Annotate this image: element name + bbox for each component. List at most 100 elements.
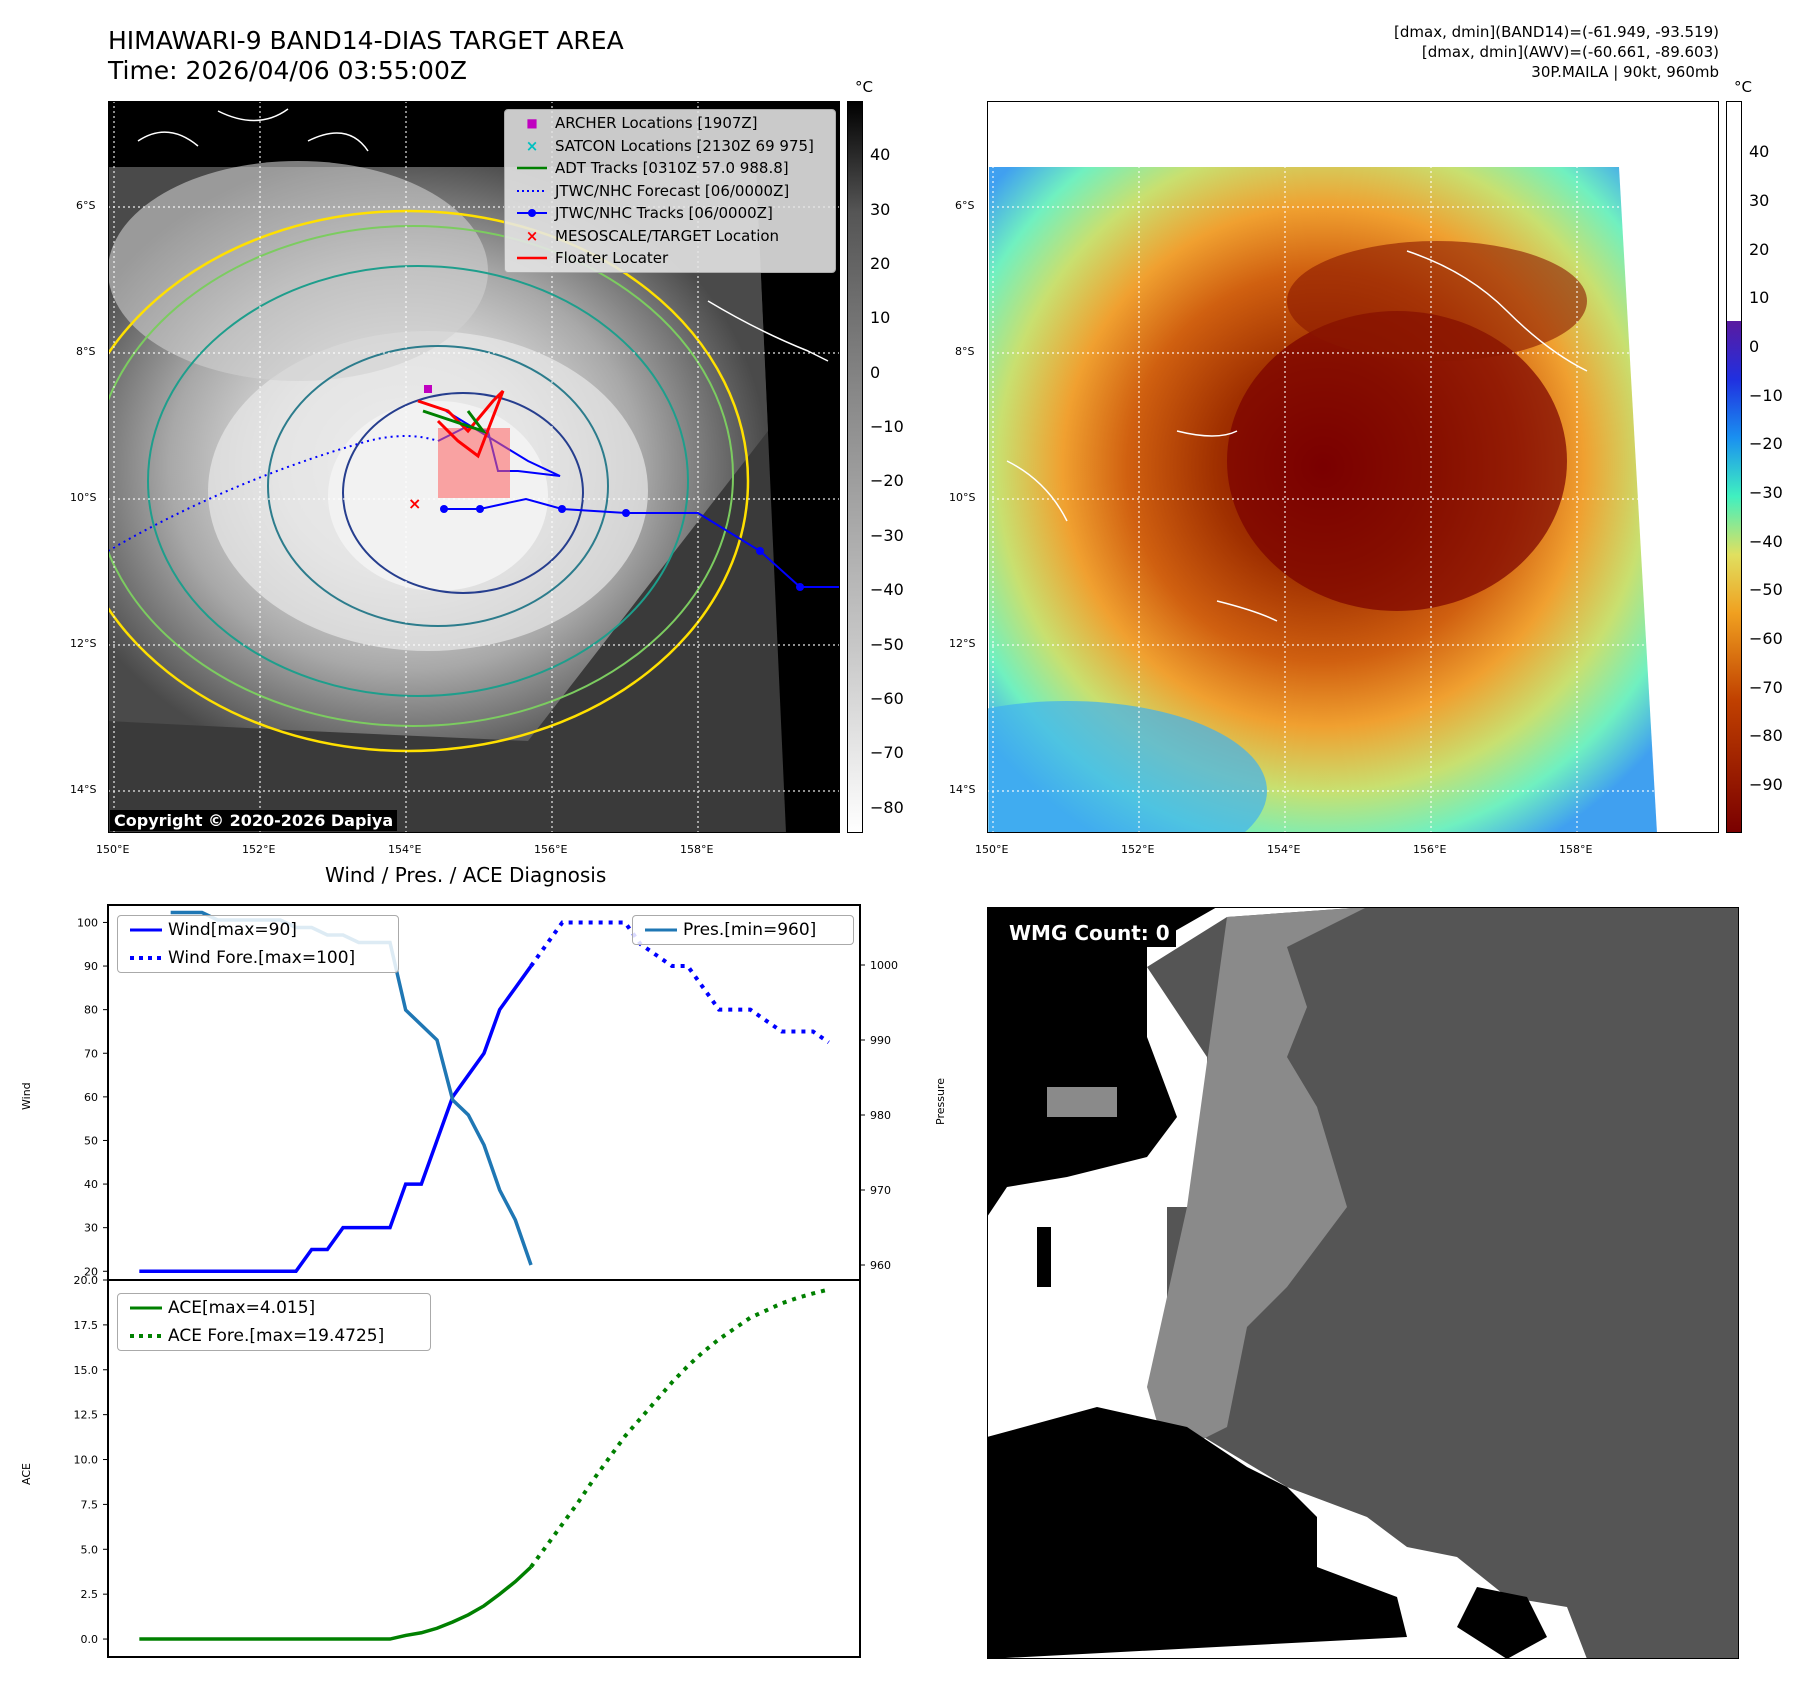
wind-axis-label: Wind: [20, 1082, 33, 1110]
legend-item-ace: ACE[max=4.015]: [118, 1294, 430, 1322]
legend-item-satcon: × SATCON Locations [2130Z 69 975]: [505, 135, 835, 158]
lon-label: 154°E: [388, 843, 422, 856]
pressure-tick-label: 990: [870, 1034, 891, 1047]
wind-tick-label: 100: [77, 916, 98, 929]
line-icon: [517, 256, 547, 260]
legend-item-floater: Floater Locater: [505, 247, 835, 270]
colorbar-tick: −30: [1749, 483, 1783, 502]
lat-label: 14°S: [949, 783, 976, 796]
diagnosis-svg: 20 30 40 50 60 70 80 90 100 960 970 980 990 1000 0.0 2.…: [74, 904, 898, 1658]
lat-label: 10°S: [70, 491, 97, 504]
ace-tick-label: 5.0: [81, 1543, 99, 1556]
wind-tick-label: 50: [84, 1134, 98, 1147]
info-awv-range: [dmax, dmin](AWV)=(-60.661, -89.603): [1421, 43, 1719, 61]
lat-label: 10°S: [949, 491, 976, 504]
svg-text:×: ×: [408, 494, 421, 513]
colorbar-tick: 40: [1749, 142, 1770, 161]
figure-title: HIMAWARI-9 BAND14-DIAS TARGET AREA Time:…: [108, 26, 624, 86]
colorbar-tick: −80: [870, 798, 904, 817]
ace-tick-label: 7.5: [81, 1498, 99, 1511]
colorbar-unit: °C: [1734, 78, 1752, 96]
line-icon: [130, 1306, 162, 1310]
ace-tick-label: 17.5: [74, 1319, 99, 1332]
wind-tick-label: 20: [84, 1265, 98, 1278]
wmg-panel: WMG Count: 0: [987, 907, 1739, 1659]
lon-label: 158°E: [680, 843, 714, 856]
lon-label: 152°E: [242, 843, 276, 856]
ace-series-line-1: [529, 1287, 830, 1569]
lat-label: 12°S: [70, 637, 97, 650]
map-legend: ■ ARCHER Locations [1907Z] × SATCON Locati…: [504, 109, 836, 273]
colorbar-tick: −70: [870, 743, 904, 762]
ace-series-line-0: [139, 1565, 533, 1641]
dotted-line-icon: [517, 189, 547, 192]
pressure-tick-label: 960: [870, 1259, 891, 1272]
dotted-line-icon: [130, 956, 162, 960]
lat-label: 6°S: [955, 199, 975, 212]
ace-tick-label: 0.0: [81, 1633, 99, 1646]
colorbar-tick: 0: [1749, 337, 1760, 356]
colorbar-tick: −50: [1749, 580, 1783, 599]
storm-info: [dmax, dmin](BAND14)=(-61.949, -93.519) …: [1394, 22, 1719, 82]
legend-item-wind-forecast: Wind Fore.[max=100]: [118, 944, 398, 972]
colorbar-tick: −90: [1749, 775, 1783, 794]
colorbar-tick: 10: [1749, 288, 1770, 307]
pressure-tick-label: 980: [870, 1109, 891, 1122]
line-icon: [130, 928, 162, 932]
colorbar-tick: −40: [870, 580, 904, 599]
diagnosis-charts: 20 30 40 50 60 70 80 90 100 960 970 980 990 1000 0.0 2.…: [0, 890, 960, 1690]
ace-tick-label: 2.5: [81, 1588, 99, 1601]
awv-map: [867, 101, 1719, 881]
colorbar-tick: −30: [870, 526, 904, 545]
line-icon: [645, 928, 677, 932]
pressure-tick-label: 970: [870, 1184, 891, 1197]
lat-label: 6°S: [76, 199, 96, 212]
lon-label: 156°E: [534, 843, 568, 856]
ace-tick-label: 15.0: [74, 1364, 99, 1377]
diagnosis-title: Wind / Pres. / ACE Diagnosis: [325, 863, 607, 887]
grayscale-colorbar: [847, 101, 863, 833]
ace-tick-label: 10.0: [74, 1454, 99, 1467]
lon-label: 150°E: [975, 843, 1009, 856]
lat-label: 14°S: [70, 783, 97, 796]
legend-item-adt: ADT Tracks [0310Z 57.0 988.8]: [505, 157, 835, 180]
colorbar-tick: 10: [870, 308, 891, 327]
colorbar-tick: 30: [1749, 191, 1770, 210]
pressure-legend: Pres.[min=960]: [632, 915, 854, 945]
awv-colorbar: [1726, 101, 1742, 833]
wind-tick-label: 90: [84, 960, 98, 973]
legend-item-jtwc-tracks: JTWC/NHC Tracks [06/0000Z]: [505, 202, 835, 225]
colorbar-tick: −20: [870, 471, 904, 490]
info-storm-summary: 30P.MAILA | 90kt, 960mb: [1531, 63, 1719, 81]
lon-label: 150°E: [96, 843, 130, 856]
line-dot-icon: [517, 209, 547, 217]
colorbar-tick: −50: [870, 635, 904, 654]
legend-item-pressure: Pres.[min=960]: [633, 916, 853, 944]
ace-legend: ACE[max=4.015] ACE Fore.[max=19.4725]: [117, 1293, 431, 1351]
colorbar-tick: 0: [870, 363, 881, 382]
wind-tick-label: 80: [84, 1004, 98, 1017]
colorbar-tick: −70: [1749, 678, 1783, 697]
line-icon: [517, 166, 547, 170]
ace-axes-frame: [107, 1279, 861, 1658]
colorbar-tick: −40: [1749, 532, 1783, 551]
lon-label: 152°E: [1121, 843, 1155, 856]
square-icon: ■: [526, 116, 538, 130]
series-line-1: [529, 920, 830, 1044]
legend-item-wind: Wind[max=90]: [118, 916, 398, 944]
colorbar-unit: °C: [855, 78, 873, 96]
title-line-1: HIMAWARI-9 BAND14-DIAS TARGET AREA: [108, 26, 624, 55]
legend-item-jtwc-forecast: JTWC/NHC Forecast [06/0000Z]: [505, 180, 835, 203]
wind-tick-label: 40: [84, 1178, 98, 1191]
colorbar-tick: 20: [1749, 240, 1770, 259]
pressure-axis-label: Pressure: [934, 1078, 947, 1125]
ace-tick-label: 12.5: [74, 1409, 99, 1422]
lat-label: 8°S: [76, 345, 96, 358]
colorbar-tick: −10: [870, 417, 904, 436]
ace-tick-label: 20.0: [74, 1274, 99, 1287]
wind-legend: Wind[max=90] Wind Fore.[max=100]: [117, 915, 399, 973]
lon-label: 154°E: [1267, 843, 1301, 856]
wmg-count-label: WMG Count: 0: [1003, 919, 1176, 947]
title-line-2: Time: 2026/04/06 03:55:00Z: [108, 56, 467, 85]
wind-tick-label: 70: [84, 1047, 98, 1060]
